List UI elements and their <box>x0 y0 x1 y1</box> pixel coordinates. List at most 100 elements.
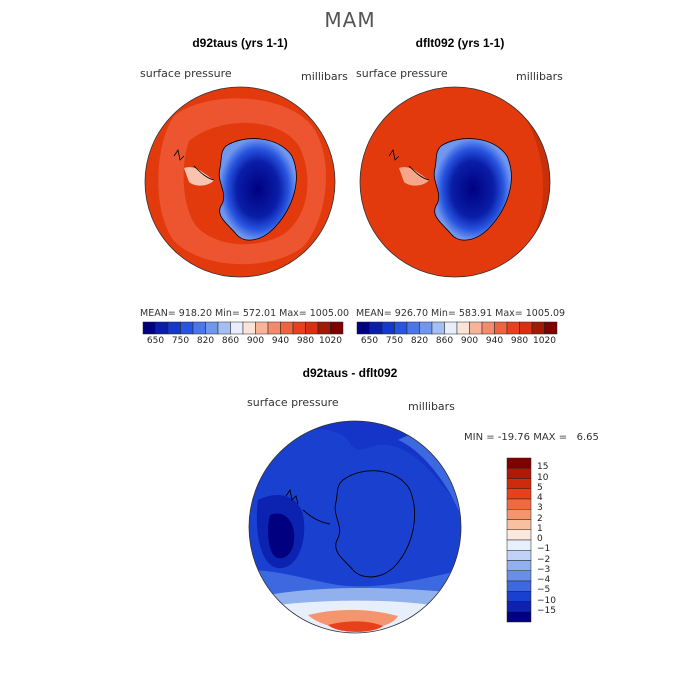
colorbar-swatch <box>180 321 194 335</box>
panel2-map <box>359 86 551 278</box>
panel2-colorbar <box>356 321 558 335</box>
panel2-colorbar-labels: 650 750 820 860 900 940 980 1020 <box>357 336 557 348</box>
legend-tick-label: 2 <box>537 513 543 524</box>
panel1-variable: surface pressure <box>140 67 232 80</box>
panel2-title: dflt092 (yrs 1-1) <box>415 36 505 50</box>
panel1-units: millibars <box>301 70 348 83</box>
legend-tick-label: −2 <box>537 554 551 565</box>
colorbar-swatch <box>431 321 445 335</box>
difference-colorbar-labels: 15 10 5 4 3 2 1 0 −1 −2 −3 −4 −5 −10 −15 <box>537 458 577 622</box>
legend-swatch <box>506 539 532 551</box>
legend-swatch <box>506 457 532 469</box>
colorbar-swatch <box>531 321 545 335</box>
colorbar-swatch <box>205 321 219 335</box>
panel2-stats: MEAN= 926.70 Min= 583.91 Max= 1005.09 <box>356 308 566 319</box>
colorbar-tick-label: 940 <box>485 336 504 346</box>
colorbar-swatch <box>330 321 344 335</box>
colorbar-swatch <box>217 321 231 335</box>
legend-tick-label: 0 <box>537 534 543 544</box>
colorbar-swatch <box>192 321 206 335</box>
colorbar-swatch <box>456 321 470 335</box>
difference-map <box>248 420 462 634</box>
panel2-variable: surface pressure <box>356 67 448 80</box>
legend-swatch <box>506 488 532 500</box>
legend-swatch <box>506 509 532 520</box>
legend-tick-label: 5 <box>537 482 543 493</box>
figure-title: MAM <box>324 8 376 32</box>
colorbar-tick-label: 1020 <box>533 336 556 346</box>
legend-tick-label: 1 <box>537 523 543 534</box>
colorbar-tick-label: 980 <box>296 336 315 346</box>
colorbar-tick-label: 940 <box>271 336 290 346</box>
legend-tick-label: 3 <box>537 503 543 514</box>
colorbar-swatch <box>142 321 156 335</box>
colorbar-tick-label: 820 <box>196 336 215 346</box>
colorbar-swatch <box>305 321 319 335</box>
colorbar-swatch <box>356 321 370 335</box>
difference-title: d92taus - dflt092 <box>302 366 398 380</box>
colorbar-swatch <box>406 321 420 335</box>
legend-tick-label: −5 <box>537 585 551 596</box>
colorbar-swatch <box>544 321 558 335</box>
colorbar-tick-label: 860 <box>221 336 240 346</box>
legend-swatch <box>506 498 532 510</box>
colorbar-swatch <box>494 321 508 335</box>
legend-swatch <box>506 468 532 479</box>
colorbar-swatch <box>369 321 383 335</box>
colorbar-swatch <box>230 321 244 335</box>
panel1-map <box>144 86 336 278</box>
panel1-stats: MEAN= 918.20 Min= 572.01 Max= 1005.00 <box>140 308 350 319</box>
colorbar-swatch <box>519 321 533 335</box>
colorbar-tick-label: 650 <box>360 336 379 346</box>
colorbar-swatch <box>292 321 306 335</box>
colorbar-swatch <box>280 321 294 335</box>
panel1-colorbar <box>142 321 344 335</box>
colorbar-swatch <box>155 321 169 335</box>
colorbar-swatch <box>267 321 281 335</box>
legend-tick-label: −4 <box>537 575 551 585</box>
legend-swatch <box>506 580 532 592</box>
colorbar-swatch <box>394 321 408 335</box>
colorbar-swatch <box>506 321 520 335</box>
difference-colorbar <box>506 457 532 623</box>
colorbar-tick-label: 750 <box>385 336 404 346</box>
legend-swatch <box>506 611 532 623</box>
colorbar-tick-label: 900 <box>460 336 479 346</box>
legend-swatch <box>506 478 532 489</box>
colorbar-swatch <box>255 321 269 335</box>
legend-swatch <box>506 601 532 612</box>
colorbar-tick-label: 820 <box>410 336 429 346</box>
legend-tick-label: −3 <box>537 564 551 575</box>
legend-tick-label: 15 <box>537 462 549 473</box>
colorbar-tick-label: 750 <box>171 336 190 346</box>
colorbar-tick-label: 1020 <box>319 336 342 346</box>
panel2-units: millibars <box>516 70 563 83</box>
colorbar-swatch <box>317 321 331 335</box>
legend-swatch <box>506 550 532 561</box>
colorbar-swatch <box>242 321 256 335</box>
colorbar-tick-label: 860 <box>435 336 454 346</box>
legend-tick-label: 4 <box>537 493 543 503</box>
colorbar-swatch <box>381 321 395 335</box>
legend-swatch <box>506 570 532 582</box>
colorbar-swatch <box>481 321 495 335</box>
legend-tick-label: −15 <box>537 605 556 616</box>
panel1-title: d92taus (yrs 1-1) <box>192 36 288 50</box>
legend-tick-label: −10 <box>537 595 556 606</box>
panel1-colorbar-labels: 650 750 820 860 900 940 980 1020 <box>143 336 343 348</box>
colorbar-swatch <box>419 321 433 335</box>
difference-units: millibars <box>408 400 455 413</box>
difference-variable: surface pressure <box>247 396 339 409</box>
legend-swatch <box>506 560 532 571</box>
colorbar-swatch <box>469 321 483 335</box>
colorbar-tick-label: 980 <box>510 336 529 346</box>
legend-swatch <box>506 519 532 530</box>
legend-tick-label: −1 <box>537 544 551 555</box>
legend-swatch <box>506 591 532 602</box>
colorbar-swatch <box>444 321 458 335</box>
legend-tick-label: 10 <box>537 472 549 483</box>
colorbar-tick-label: 900 <box>246 336 265 346</box>
difference-stats: MIN = -19.76 MAX = 6.65 <box>464 432 599 443</box>
legend-swatch <box>506 529 532 541</box>
colorbar-swatch <box>167 321 181 335</box>
